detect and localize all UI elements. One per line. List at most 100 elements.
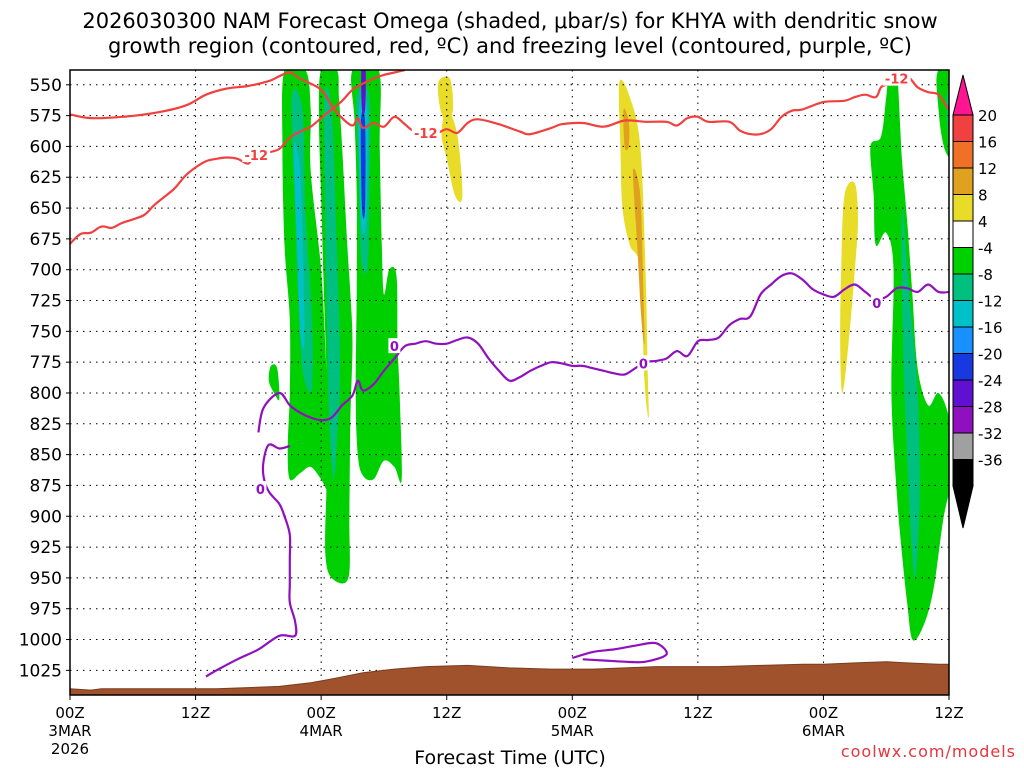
credit-text: coolwx.com/models [841,742,1016,761]
dgz-contour-label-bg [411,124,440,140]
y-tick-label: 775 [30,353,62,373]
colorbar-swatch [952,194,974,222]
colorbar-swatch [952,167,974,195]
plot-area: -12 -12 -12 0 0 0 0 [70,64,1008,695]
colorbar-label: 4 [978,213,988,231]
dgz-contour-label-bg [882,70,911,86]
omega-region-teal [323,86,340,480]
colorbar-swatch [952,300,974,328]
y-tick-label: 1025 [19,661,62,681]
colorbar-label: -20 [978,346,1003,364]
dgz-contour-label-bg [242,147,271,163]
x-tick-time: 00Z [558,704,587,722]
freezing-contour-label: 0 [639,357,648,372]
y-tick-label: 575 [30,107,62,127]
y-tick-label: 950 [30,569,62,589]
colorbar-swatch [952,353,974,381]
y-tick-label: 550 [30,76,62,96]
dgz-contour-label: -12 [245,149,269,164]
chart-title-line1: 2026030300 NAM Forecast Omega (shaded, μ… [82,9,937,33]
x-tick-time: 00Z [306,704,335,722]
freezing-contour-label-bg [870,294,883,310]
dgz-contour-label: -12 [414,127,438,142]
colorbar-swatch [952,406,974,434]
plot-frame [69,69,950,696]
x-tick-time: 00Z [55,704,84,722]
x-tick-date: 5MAR [551,722,594,740]
gridlines [70,70,949,695]
colorbar-label: -28 [978,399,1003,417]
colorbar-swatch [952,326,974,354]
y-tick-label: 625 [30,168,62,188]
x-tick-date: 6MAR [802,722,845,740]
omega-region-green [268,364,280,401]
y-tick-label: 850 [30,446,62,466]
colorbar-label: 16 [978,134,997,152]
colorbar-swatch [952,247,974,275]
omega-region-orange [632,168,645,345]
omega-region-yellow [618,79,649,418]
omega-region-yellow [437,76,454,122]
y-tick-label: 975 [30,600,62,620]
freezing-contour-label-bg [388,338,401,354]
freezing-contour-label: 0 [256,483,265,498]
freezing-contour [571,641,668,664]
x-tick-date: 3MAR [48,722,91,740]
y-tick-label: 900 [30,507,62,527]
freezing-contour-label-bg [637,355,650,371]
colorbar-label: -16 [978,319,1003,337]
x-tick-time: 00Z [809,704,838,722]
omega-region-cyan [293,142,305,349]
y-axis-ticks: 550 575 600 625 650 675 700 725 750 775 800 825 850 8… [19,76,70,681]
freezing-level-contours-layer: 0 0 0 0 [205,272,949,678]
x-tick-time: 12Z [683,704,712,722]
x-axis-label: Forecast Time (UTC) [414,747,605,768]
x-tick-time: 12Z [432,704,461,722]
colorbar: 20 16 12 8 4 -4 -8 -12 -16 -20 -24 -28 -32 -36 [952,74,1003,529]
freezing-contour-label: 0 [390,340,399,355]
x-tick-time: 12Z [934,704,963,722]
y-tick-label: 675 [30,230,62,250]
colorbar-label: -12 [978,293,1003,311]
x-tick-date: 4MAR [300,722,343,740]
colorbar-label: -36 [978,452,1003,470]
y-tick-label: 650 [30,199,62,219]
y-tick-label: 875 [30,476,62,496]
omega-region-blue [360,111,366,219]
omega-region-green [936,70,949,158]
colorbar-swatch [952,459,974,487]
freezing-contour-label: 0 [872,297,881,312]
colorbar-swatch [952,432,974,460]
freezing-contour-label-bg [254,481,267,497]
y-tick-label: 1000 [19,631,62,651]
y-tick-label: 600 [30,137,62,157]
colorbar-label: -8 [978,266,993,284]
colorbar-label: 8 [978,187,988,205]
chart-title-line2: growth region (contoured, red, ºC) and f… [108,34,912,58]
dgz-contour [70,70,406,245]
x-tick-year: 2026 [51,740,89,758]
colorbar-bottom-arrow [952,485,974,529]
y-tick-label: 725 [30,292,62,312]
colorbar-swatch [952,114,974,142]
freezing-contour [257,272,949,433]
dgz-contour [70,71,949,136]
y-tick-label: 925 [30,538,62,558]
colorbar-swatch [952,141,974,169]
colorbar-swatch [952,379,974,407]
omega-region-yellow [1004,64,1008,129]
colorbar-swatch [952,220,974,248]
y-tick-label: 700 [30,261,62,281]
freezing-contour [205,443,298,678]
colorbar-swatch [952,273,974,301]
omega-region-yellow [441,109,463,202]
omega-region-teal [901,207,920,580]
colorbar-top-arrow [952,74,974,116]
y-tick-label: 800 [30,384,62,404]
omega-region-orange [623,108,630,151]
colorbar-label: 20 [978,107,997,125]
y-tick-label: 750 [30,322,62,342]
colorbar-label: -32 [978,425,1003,443]
